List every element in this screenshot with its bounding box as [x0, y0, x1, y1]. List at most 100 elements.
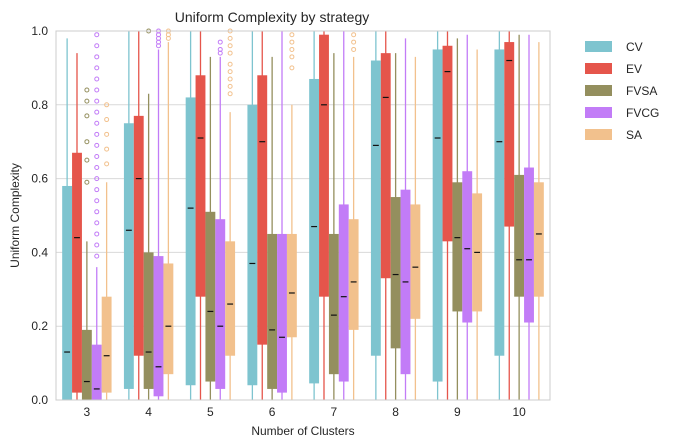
- outlier-point: [289, 39, 295, 45]
- outlier-point: [227, 69, 233, 75]
- box-iqr: [432, 49, 443, 382]
- box-iqr: [452, 182, 463, 312]
- box-iqr: [494, 49, 505, 356]
- box-iqr: [123, 123, 134, 389]
- outlier-point: [84, 113, 90, 119]
- outlier-point: [94, 54, 100, 60]
- outlier-point: [94, 187, 100, 193]
- y-axis-ticks: 0.0 0.2 0.4 0.6 0.8 1.0: [31, 24, 48, 407]
- box-iqr: [319, 34, 329, 297]
- outlier-point: [94, 153, 100, 159]
- box-iqr: [533, 182, 544, 297]
- box-iqr: [133, 115, 144, 356]
- legend-label-sa: SA: [626, 128, 642, 142]
- series-fvsa: [81, 28, 525, 400]
- box-iqr: [348, 219, 359, 330]
- legend: CV EV FVSA FVCG SA: [585, 40, 659, 142]
- outlier-point: [289, 54, 295, 60]
- outlier-point: [227, 50, 233, 56]
- outlier-point: [94, 176, 100, 182]
- y-tick-label: 0.6: [31, 172, 48, 186]
- y-axis-label: Uniform Complexity: [8, 163, 22, 268]
- box-iqr: [81, 329, 92, 400]
- outlier-point: [104, 117, 110, 123]
- outlier-point: [227, 35, 233, 41]
- x-tick-label: 3: [84, 405, 91, 419]
- box-iqr: [153, 256, 164, 397]
- outlier-point: [104, 102, 110, 108]
- chart-title: Uniform Complexity by strategy: [175, 9, 370, 25]
- outlier-point: [351, 32, 357, 38]
- box-iqr: [163, 263, 174, 375]
- outlier-point: [84, 87, 90, 93]
- outlier-point: [94, 220, 100, 226]
- outlier-point: [84, 179, 90, 185]
- outlier-point: [104, 146, 110, 152]
- outlier-point: [94, 165, 100, 171]
- outlier-point: [227, 43, 233, 49]
- outlier-point: [227, 91, 233, 97]
- box-iqr: [442, 45, 453, 242]
- box-iqr: [338, 204, 349, 382]
- plot-frame: [55, 30, 551, 401]
- box-iqr: [101, 296, 112, 393]
- x-tick-label: 10: [512, 405, 526, 419]
- x-tick-label: 4: [145, 405, 152, 419]
- box-iqr: [215, 219, 226, 389]
- box-iqr: [380, 53, 391, 279]
- x-tick-label: 9: [454, 405, 461, 419]
- outlier-point: [217, 39, 223, 45]
- series-cv: [62, 31, 505, 400]
- outlier-point: [227, 61, 233, 67]
- y-tick-label: 0.0: [31, 393, 48, 407]
- outlier-point: [94, 142, 100, 148]
- outlier-point: [94, 120, 100, 126]
- box-iqr: [205, 211, 216, 382]
- outlier-point: [104, 131, 110, 137]
- outlier-point: [94, 242, 100, 248]
- outlier-point: [94, 198, 100, 204]
- outlier-point: [94, 253, 100, 259]
- box-iqr: [143, 252, 154, 389]
- x-tick-label: 6: [269, 405, 276, 419]
- outlier-point: [227, 76, 233, 82]
- outlier-point: [94, 43, 100, 49]
- outlier-point: [94, 209, 100, 215]
- x-tick-label: 8: [392, 405, 399, 419]
- series-ev: [72, 31, 515, 400]
- outlier-point: [94, 32, 100, 38]
- box-iqr: [524, 167, 534, 323]
- box-iqr: [185, 97, 196, 386]
- box-iqr: [309, 78, 320, 384]
- legend-swatch-cv: [585, 41, 612, 52]
- box-iqr: [277, 233, 287, 393]
- x-axis-label: Number of Clusters: [251, 424, 354, 438]
- outlier-point: [217, 46, 223, 52]
- legend-label-cv: CV: [626, 40, 643, 54]
- box-iqr: [504, 42, 515, 227]
- plot-area: [62, 28, 544, 400]
- box-iqr: [410, 204, 421, 319]
- outlier-point: [104, 161, 110, 167]
- outlier-point: [289, 46, 295, 52]
- legend-label-ev: EV: [626, 62, 642, 76]
- box-iqr: [267, 233, 278, 389]
- legend-label-fvcg: FVCG: [626, 106, 659, 120]
- series-fvcg: [91, 28, 534, 400]
- outlier-point: [94, 87, 100, 93]
- outlier-point: [94, 231, 100, 237]
- outlier-point: [84, 139, 90, 145]
- box-iqr: [62, 185, 73, 400]
- outlier-point: [351, 46, 357, 52]
- legend-swatch-sa: [585, 129, 612, 140]
- legend-swatch-fvsa: [585, 85, 612, 96]
- legend-label-fvsa: FVSA: [626, 84, 657, 98]
- outlier-point: [94, 65, 100, 71]
- outlier-point: [84, 98, 90, 104]
- box-iqr: [514, 174, 525, 297]
- x-tick-label: 7: [331, 405, 338, 419]
- outlier-point: [84, 157, 90, 163]
- outlier-point: [94, 109, 100, 115]
- box-iqr: [370, 60, 381, 356]
